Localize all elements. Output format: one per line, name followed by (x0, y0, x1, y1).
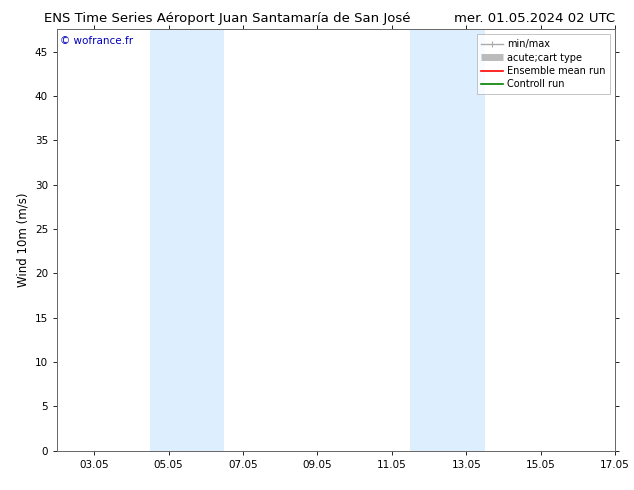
Bar (150, 29, 224, 451)
Bar (410, 29, 485, 451)
Text: mer. 01.05.2024 02 UTC: mer. 01.05.2024 02 UTC (454, 12, 615, 25)
Legend: min/max, acute;cart type, Ensemble mean run, Controll run: min/max, acute;cart type, Ensemble mean … (477, 34, 610, 94)
Text: ENS Time Series Aéroport Juan Santamaría de San José: ENS Time Series Aéroport Juan Santamaría… (44, 12, 411, 25)
Y-axis label: Wind 10m (m/s): Wind 10m (m/s) (16, 193, 29, 287)
Text: © wofrance.fr: © wofrance.fr (60, 36, 133, 46)
